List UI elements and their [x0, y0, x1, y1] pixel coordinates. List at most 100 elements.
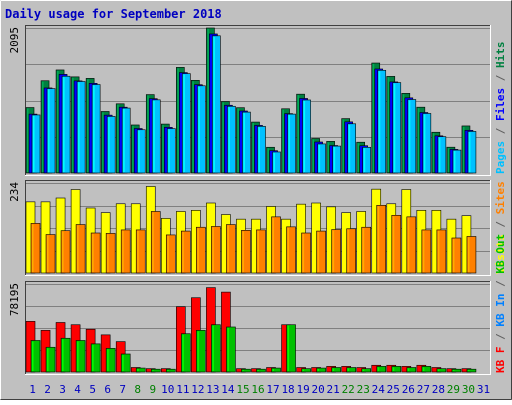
bar-face	[151, 99, 161, 174]
bar-face	[436, 368, 447, 373]
bar-highlight	[102, 335, 104, 371]
bar-highlight	[288, 115, 291, 172]
bar-highlight	[222, 293, 224, 371]
x-tick-label-day-28: 28	[432, 383, 445, 396]
bar-highlight	[447, 220, 450, 272]
x-tick-label-day-31: 31	[477, 383, 490, 396]
bar-highlight	[258, 127, 260, 172]
bar-highlight	[272, 369, 275, 371]
bar-sites-day-12	[196, 226, 206, 274]
bar-highlight	[32, 341, 34, 371]
bar-face	[286, 324, 296, 373]
bar-highlight	[317, 369, 320, 371]
bar-pages-day-1	[31, 114, 41, 174]
bar-highlight	[297, 368, 300, 371]
bar-kb-out-day-25	[391, 366, 402, 373]
bar-highlight	[255, 126, 257, 172]
bar-highlight	[327, 142, 330, 172]
bar-kb-out-day-3	[60, 337, 71, 373]
bar-highlight	[102, 213, 104, 272]
bar-sites-day-2	[45, 234, 56, 274]
bar-highlight	[153, 100, 155, 172]
bar-face	[256, 229, 266, 274]
bar-highlight	[393, 83, 396, 172]
bar-pages-day-20	[317, 143, 326, 174]
bar-face	[211, 226, 221, 274]
bar-sites-day-23	[361, 226, 372, 274]
bar-highlight	[165, 128, 167, 172]
bar-kb-out-day-19	[301, 368, 311, 373]
bar-highlight	[147, 369, 149, 371]
bar-face	[377, 69, 387, 174]
bar-face	[106, 116, 116, 174]
bar-highlight	[303, 100, 306, 172]
bar-face	[421, 366, 432, 373]
bar-highlight	[392, 216, 395, 272]
panel-pages-files-hits: 2095 Pages / Files / Hits	[8, 25, 507, 176]
bar-highlight	[452, 239, 455, 272]
bar-highlight	[62, 339, 64, 371]
bar-highlight	[462, 369, 465, 371]
bar-highlight	[132, 125, 134, 172]
chart-panels: 2095 Pages / Files / Hits 234 Visits / Site…	[8, 25, 507, 375]
bar-highlight	[453, 151, 456, 172]
bar-highlight	[152, 212, 154, 272]
x-tick-label-day-23: 23	[357, 383, 370, 396]
bar-sites-day-4	[75, 224, 86, 274]
bar-kb-out-day-6	[105, 348, 116, 373]
bar-highlight	[342, 119, 345, 172]
bar-kb-out-day-12	[196, 330, 206, 373]
bar-pages-day-13	[212, 35, 221, 174]
bar-highlight	[420, 113, 423, 172]
bar-highlight	[462, 126, 465, 172]
bar-sites-day-18	[286, 226, 296, 274]
bar-kb-out-day-5	[90, 343, 101, 373]
bar-face	[150, 211, 161, 274]
bar-sites-day-22	[346, 228, 356, 274]
bar-highlight	[372, 64, 375, 172]
bar-pages-day-28	[437, 136, 447, 174]
bar-highlight	[417, 211, 420, 272]
bar-face	[105, 348, 116, 373]
bar-sites-day-5	[90, 232, 101, 274]
bar-face	[437, 136, 447, 174]
bar-kb-out-day-18	[286, 324, 296, 373]
bar-face	[197, 85, 206, 174]
bar-highlight	[75, 81, 77, 172]
bar-highlight	[177, 68, 179, 172]
x-tick-label-day-5: 5	[89, 383, 96, 396]
x-tick-label-day-18: 18	[281, 383, 294, 396]
bar-kb-out-day-1	[30, 340, 41, 373]
panel-legend: Pages / Files / Hits	[494, 42, 507, 175]
x-tick-label-day-14: 14	[221, 383, 235, 396]
bar-face	[150, 368, 161, 373]
bar-face	[406, 367, 417, 373]
bar-sites-day-3	[60, 230, 71, 274]
x-tick-label-day-19: 19	[296, 383, 309, 396]
bar-highlight	[177, 307, 179, 371]
bar-highlight	[362, 228, 365, 272]
bar-highlight	[183, 74, 185, 172]
bar-face	[212, 35, 221, 174]
bar-pages-day-8	[136, 129, 146, 174]
bar-highlight	[270, 151, 273, 172]
bar-face	[135, 367, 146, 373]
x-tick-label-day-11: 11	[176, 383, 189, 396]
bar-highlight	[47, 235, 49, 272]
legend-separator: /	[494, 121, 507, 141]
bar-highlight	[137, 230, 139, 272]
bar-kb-out-day-7	[120, 353, 131, 373]
bar-highlight	[192, 211, 194, 272]
bar-face	[286, 226, 296, 274]
bar-highlight	[372, 190, 375, 272]
bar-highlight	[318, 144, 321, 172]
bar-highlight	[342, 213, 345, 272]
bar-highlight	[90, 84, 92, 172]
bar-highlight	[387, 366, 390, 371]
bar-face	[287, 113, 296, 174]
bar-highlight	[432, 368, 435, 371]
x-tick-label-day-29: 29	[447, 383, 460, 396]
legend-entry: Sites	[494, 181, 507, 214]
bar-highlight	[273, 152, 276, 172]
legend-entry: Pages	[494, 141, 507, 174]
